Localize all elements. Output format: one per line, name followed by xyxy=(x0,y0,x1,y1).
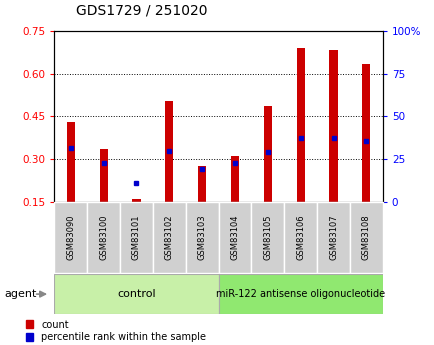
Bar xyxy=(263,107,271,202)
Text: GSM83107: GSM83107 xyxy=(328,214,337,260)
Text: miR-122 antisense oligonucleotide: miR-122 antisense oligonucleotide xyxy=(216,289,385,299)
Text: GSM83101: GSM83101 xyxy=(132,215,141,260)
FancyBboxPatch shape xyxy=(251,202,284,273)
Text: agent: agent xyxy=(4,289,36,299)
FancyBboxPatch shape xyxy=(185,202,218,273)
FancyBboxPatch shape xyxy=(316,202,349,273)
Bar xyxy=(362,64,370,202)
FancyBboxPatch shape xyxy=(120,202,153,273)
Text: control: control xyxy=(117,289,155,299)
FancyBboxPatch shape xyxy=(349,202,382,273)
Text: GSM83090: GSM83090 xyxy=(66,215,75,260)
Text: GSM83100: GSM83100 xyxy=(99,215,108,260)
Text: GSM83102: GSM83102 xyxy=(164,215,174,260)
Bar xyxy=(329,50,337,202)
FancyBboxPatch shape xyxy=(54,202,87,273)
FancyBboxPatch shape xyxy=(153,202,185,273)
Bar xyxy=(197,166,206,202)
Text: GSM83108: GSM83108 xyxy=(361,214,370,260)
Text: GSM83106: GSM83106 xyxy=(296,214,305,260)
FancyBboxPatch shape xyxy=(87,202,120,273)
Text: GDS1729 / 251020: GDS1729 / 251020 xyxy=(76,3,207,17)
FancyBboxPatch shape xyxy=(218,202,251,273)
Bar xyxy=(66,122,75,202)
Text: GSM83103: GSM83103 xyxy=(197,214,206,260)
Bar xyxy=(296,48,304,202)
Text: GSM83104: GSM83104 xyxy=(230,215,239,260)
Bar xyxy=(165,101,173,202)
FancyBboxPatch shape xyxy=(54,274,218,314)
Legend: count, percentile rank within the sample: count, percentile rank within the sample xyxy=(22,316,210,345)
Text: GSM83105: GSM83105 xyxy=(263,215,272,260)
Bar xyxy=(99,149,108,202)
Bar xyxy=(132,199,140,202)
Bar xyxy=(230,156,239,202)
FancyBboxPatch shape xyxy=(284,202,316,273)
FancyBboxPatch shape xyxy=(218,274,382,314)
